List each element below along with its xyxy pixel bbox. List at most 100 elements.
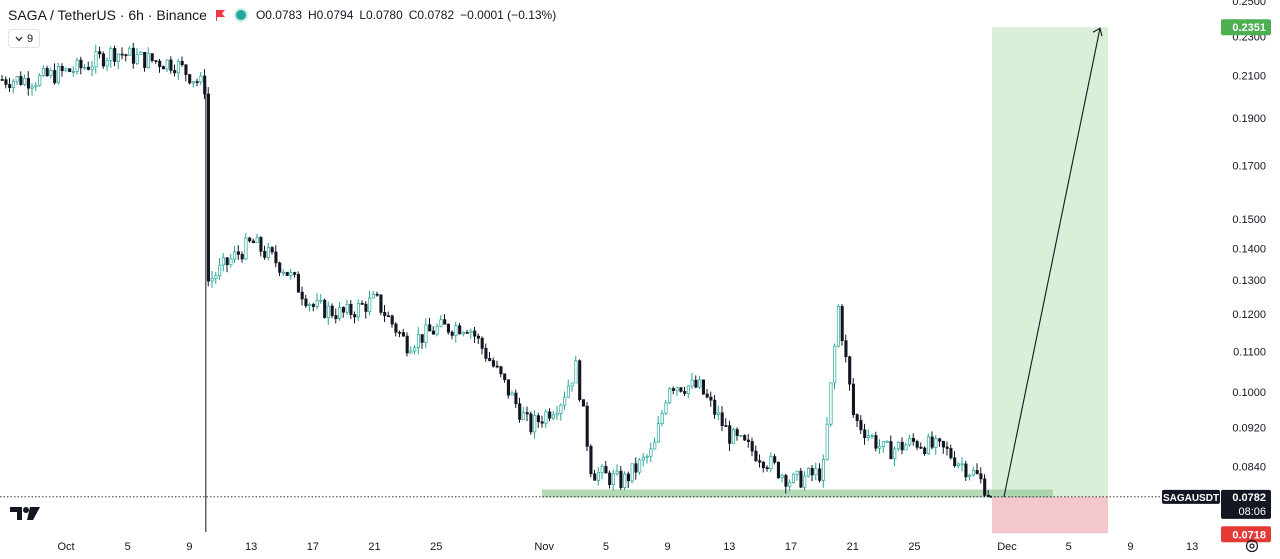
- candle-body: [814, 468, 818, 476]
- price-axis: 0.25000.23000.21000.19000.17000.15000.14…: [1232, 0, 1266, 516]
- candle-body: [881, 441, 886, 447]
- candle-body: [720, 412, 724, 426]
- candle-body: [874, 435, 878, 449]
- candle-body: [975, 470, 979, 475]
- candle-body: [356, 302, 361, 318]
- candle-body: [443, 319, 447, 325]
- y-tick-label: 0.1400: [1232, 243, 1266, 255]
- candle-body: [806, 467, 811, 477]
- candle-body: [124, 54, 128, 57]
- flag-icon[interactable]: [215, 9, 226, 21]
- indicators-toggle[interactable]: 9: [8, 29, 41, 48]
- candle-body: [825, 423, 829, 460]
- x-tick-label: 9: [186, 541, 192, 553]
- x-tick-label: Dec: [997, 541, 1017, 553]
- projection-arrow: [1003, 28, 1101, 497]
- candle-body: [765, 467, 769, 469]
- candle-body: [154, 60, 158, 62]
- x-tick-label: 17: [785, 541, 797, 553]
- candle-body: [645, 455, 649, 458]
- candle-body: [900, 441, 904, 451]
- candle-body: [139, 51, 143, 55]
- candle-body: [296, 274, 301, 293]
- candle-body: [450, 331, 454, 336]
- candle-body: [191, 81, 196, 84]
- candle-body: [761, 461, 766, 468]
- candle-body: [698, 379, 702, 388]
- candle-body: [90, 66, 94, 70]
- candle-body: [926, 436, 931, 455]
- candle-body: [266, 247, 271, 258]
- candle-body: [394, 323, 398, 333]
- candle-body: [184, 64, 188, 75]
- support-zone: [542, 489, 1053, 498]
- candle-body: [968, 474, 972, 478]
- candle-body: [30, 86, 34, 89]
- candle-body: [491, 360, 496, 367]
- candle-body: [701, 379, 706, 395]
- candle-body: [889, 441, 893, 460]
- candle-body: [833, 345, 837, 384]
- candle-body: [671, 388, 676, 391]
- candle-body: [885, 441, 889, 443]
- candle-body: [435, 325, 439, 335]
- candle-body: [611, 473, 616, 485]
- candle-body: [41, 68, 46, 76]
- candle-body: [574, 360, 578, 384]
- candle-body: [679, 387, 683, 392]
- candle-body: [79, 59, 83, 69]
- candle-body: [836, 306, 841, 347]
- candle-body: [716, 412, 721, 415]
- candle-body: [896, 441, 901, 450]
- target-price-badge-bg: [1221, 19, 1271, 36]
- tradingview-logo-icon[interactable]: [10, 505, 40, 521]
- candle-body: [533, 415, 537, 433]
- candle-body: [829, 382, 833, 425]
- candle-body: [484, 347, 488, 359]
- candle-body: [270, 247, 274, 253]
- target-price-badge: 0.2351: [1221, 19, 1271, 36]
- candle-body: [53, 70, 57, 84]
- candle-body: [690, 379, 694, 387]
- candle-body: [345, 303, 349, 313]
- candle-body: [855, 414, 859, 421]
- x-tick-label: 9: [665, 541, 671, 553]
- candle-body: [945, 446, 949, 449]
- settings-gear-icon[interactable]: [1244, 538, 1260, 554]
- candle-body: [589, 445, 593, 475]
- symbol-title[interactable]: SAGA / TetherUS · 6h · Binance: [8, 7, 207, 23]
- y-tick-label: 0.1000: [1232, 387, 1266, 399]
- candle-body: [964, 463, 968, 478]
- candle-body: [656, 423, 661, 443]
- candle-body: [788, 482, 792, 487]
- candle-body: [653, 441, 657, 450]
- candle-body: [953, 457, 957, 467]
- candle-body: [278, 262, 282, 273]
- candle-body: [596, 472, 601, 481]
- candle-body: [206, 93, 211, 282]
- indicator-count: 9: [27, 32, 34, 45]
- candle-body: [840, 306, 844, 341]
- candle-body: [626, 473, 631, 482]
- high-value: H0.0794: [308, 8, 354, 22]
- candle-body: [694, 379, 698, 388]
- candle-body: [203, 75, 207, 95]
- candle-body: [660, 412, 664, 424]
- candle-body: [300, 291, 304, 300]
- candle-body: [173, 70, 177, 74]
- candle-body: [379, 294, 383, 313]
- y-tick-label: 0.1200: [1232, 309, 1266, 321]
- candle-body: [304, 298, 308, 307]
- candle-body: [26, 77, 31, 89]
- candle-body: [746, 439, 751, 442]
- candle-body: [739, 435, 743, 437]
- candle-body: [911, 438, 916, 442]
- candle-body: [979, 473, 983, 480]
- candle-body: [315, 300, 319, 307]
- candle-body: [724, 425, 728, 427]
- candle-body: [289, 272, 293, 276]
- candle-body: [750, 441, 754, 452]
- candle-body: [784, 475, 788, 487]
- candle-body: [641, 456, 646, 461]
